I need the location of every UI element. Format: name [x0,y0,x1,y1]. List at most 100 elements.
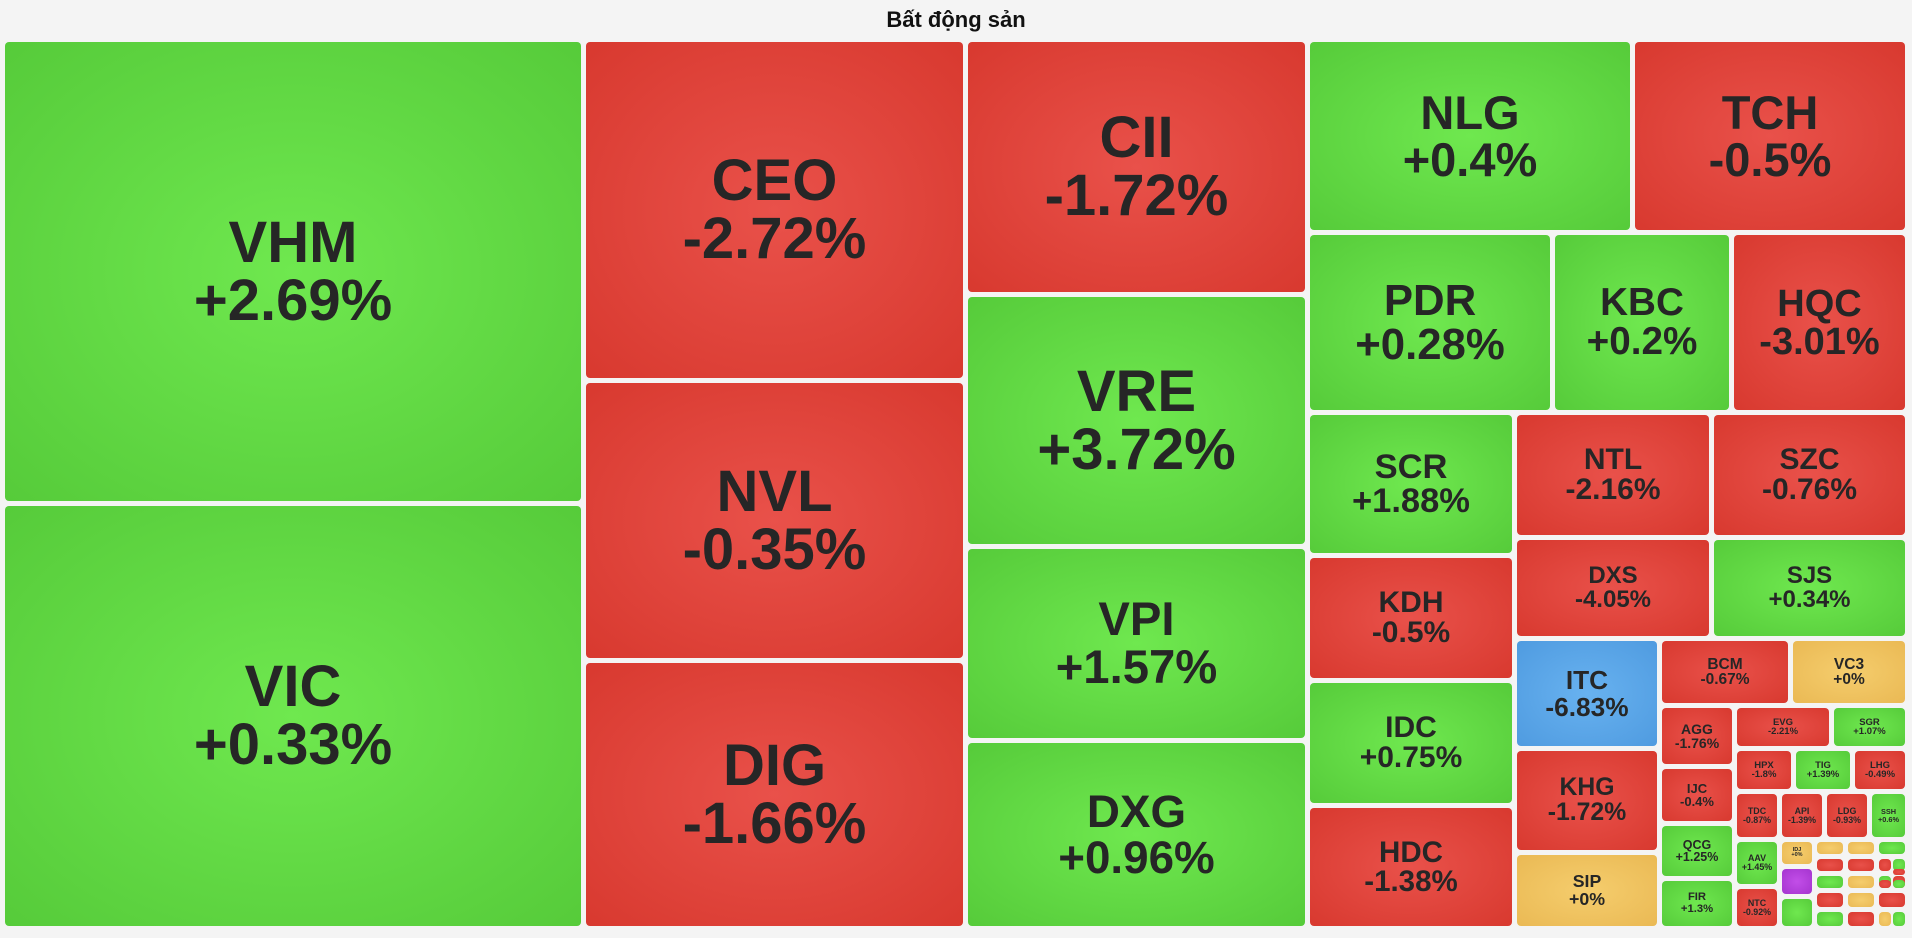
treemap-tile[interactable] [1848,876,1874,888]
treemap-tile[interactable] [1782,899,1812,926]
treemap-tile-vhm[interactable]: VHM +2.69% [5,42,581,501]
treemap-tile[interactable] [1879,912,1891,926]
treemap-tile[interactable] [1879,859,1891,871]
treemap-tile[interactable] [1817,859,1843,871]
treemap-tile-dxs[interactable]: DXS -4.05% [1517,540,1709,636]
treemap-tile-bcm[interactable]: BCM -0.67% [1662,641,1788,703]
treemap-tile-sjs[interactable]: SJS +0.34% [1714,540,1905,636]
treemap-tile[interactable] [1879,842,1905,854]
treemap-tile-sip[interactable]: SIP +0% [1517,855,1657,926]
tile-ticker: TIG [1815,759,1831,771]
treemap-tile[interactable] [1782,869,1812,894]
treemap-tile-kdh[interactable]: KDH -0.5% [1310,558,1512,678]
tile-ticker: EVG [1772,716,1794,728]
treemap-tile-ldg[interactable]: LDG -0.93% [1827,794,1867,837]
treemap-tile[interactable] [1893,869,1905,875]
treemap-tile-qcg[interactable]: QCG +1.25% [1662,826,1732,876]
treemap-tile-szc[interactable]: SZC -0.76% [1714,415,1905,535]
treemap-tile[interactable] [1817,876,1843,888]
chart-title: Bất động sản [886,7,1026,32]
treemap-tile-idc[interactable]: IDC +0.75% [1310,683,1512,803]
treemap-tile-nvl[interactable]: NVL -0.35% [586,383,963,658]
treemap-tile-vpi[interactable]: VPI +1.57% [968,549,1305,738]
tile-ticker: AGG [1681,721,1713,737]
tile-change: -1.66% [682,790,867,856]
tile-change: -0.67% [1700,671,1750,688]
tile-change: +1.88% [1352,482,1470,520]
tile-change: +1.07% [1853,726,1886,737]
tile-change: -6.83% [1545,691,1629,722]
treemap-tile-tdc[interactable]: TDC -0.87% [1737,794,1777,837]
treemap-tile-ijc[interactable]: IJC -0.4% [1662,769,1732,821]
treemap-tile-vic[interactable]: VIC +0.33% [5,506,581,926]
treemap-tile[interactable] [1879,893,1905,907]
tile-change: +1.45% [1741,862,1773,872]
treemap-tile[interactable] [1848,859,1874,871]
treemap-tile[interactable] [1848,912,1874,926]
tile-change: +1.39% [1806,769,1840,780]
treemap-tile[interactable] [1817,893,1843,907]
treemap-tile-idj[interactable]: IDJ +0% [1782,842,1812,864]
treemap-tile-api[interactable]: API -1.39% [1782,794,1822,837]
tile-change: -1.76% [1674,735,1720,751]
treemap-tile-fir[interactable]: FIR +1.3% [1662,881,1732,926]
treemap-tile-scr[interactable]: SCR +1.88% [1310,415,1512,553]
tile-ticker: SGR [1859,716,1880,728]
tile-change: +0.6% [1878,814,1899,824]
treemap-tile-ntc[interactable]: NTC -0.92% [1737,889,1777,926]
treemap-tile[interactable] [1817,842,1843,854]
tile-ticker: HPX [1754,759,1774,771]
treemap-tile[interactable] [1848,893,1874,907]
treemap-tile-kbc[interactable]: KBC +0.2% [1555,235,1729,410]
treemap-tile-dig[interactable]: DIG -1.66% [586,663,963,926]
tile-ticker: DIG [722,732,827,798]
treemap-tile-cii[interactable]: CII -1.72% [968,42,1305,292]
treemap-tile-tig[interactable]: TIG +1.39% [1796,751,1850,789]
tile-ticker: CII [1099,105,1174,170]
tile-change: +0% [1568,888,1606,909]
tile-ticker: VC3 [1833,655,1865,673]
treemap-tile-hpx[interactable]: HPX -1.8% [1737,751,1791,789]
treemap-tile-itc[interactable]: ITC -6.83% [1517,641,1657,746]
treemap-tile[interactable] [1848,842,1874,854]
treemap-tile-ssh[interactable]: SSH +0.6% [1872,794,1905,837]
treemap-tile-vc3[interactable]: VC3 +0% [1793,641,1905,703]
tile-ticker: BCM [1707,655,1743,673]
treemap-tile-ntl[interactable]: NTL -2.16% [1517,415,1709,535]
tile-change: -0.49% [1864,769,1896,780]
treemap-tile-vre[interactable]: VRE +3.72% [968,297,1305,544]
treemap-tile-agg[interactable]: AGG -1.76% [1662,708,1732,764]
tile-ticker: TDC [1747,805,1767,816]
tile-ticker: NTC [1747,897,1767,908]
tile-change: -0.93% [1832,814,1862,825]
treemap-tile-aav[interactable]: AAV +1.45% [1737,842,1777,884]
treemap-tile-hdc[interactable]: HDC -1.38% [1310,808,1512,926]
tile-change: +1.25% [1675,850,1719,864]
tile-ticker: HDC [1379,835,1443,869]
treemap-tile-sgr[interactable]: SGR +1.07% [1834,708,1905,746]
tile-change: +0.34% [1768,586,1851,613]
tile-change: +0.33% [193,712,393,777]
treemap-tile[interactable] [1893,880,1905,888]
treemap-tile[interactable] [1893,859,1905,871]
tile-ticker: KDH [1378,586,1444,619]
treemap-tile-evg[interactable]: EVG -2.21% [1737,708,1829,746]
treemap-tile-dxg[interactable]: DXG +0.96% [968,743,1305,926]
tile-ticker: API [1794,805,1810,816]
treemap-tile[interactable] [1817,912,1843,926]
tile-change: +1.3% [1680,902,1714,915]
treemap-tile-hqc[interactable]: HQC -3.01% [1734,235,1905,410]
treemap-tile-nlg[interactable]: NLG +0.4% [1310,42,1630,230]
treemap-tile-ceo[interactable]: CEO -2.72% [586,42,963,378]
tile-change: -0.5% [1708,133,1832,186]
treemap-tile[interactable] [1893,912,1905,926]
tile-change: -1.38% [1364,865,1458,898]
treemap-tile-pdr[interactable]: PDR +0.28% [1310,235,1550,410]
treemap-tile-tch[interactable]: TCH -0.5% [1635,42,1905,230]
treemap-tile[interactable] [1879,880,1891,888]
tile-ticker: VIC [244,654,342,719]
tile-change: -1.8% [1751,769,1777,780]
treemap-tile-khg[interactable]: KHG -1.72% [1517,751,1657,850]
treemap-tile-lhg[interactable]: LHG -0.49% [1855,751,1905,789]
